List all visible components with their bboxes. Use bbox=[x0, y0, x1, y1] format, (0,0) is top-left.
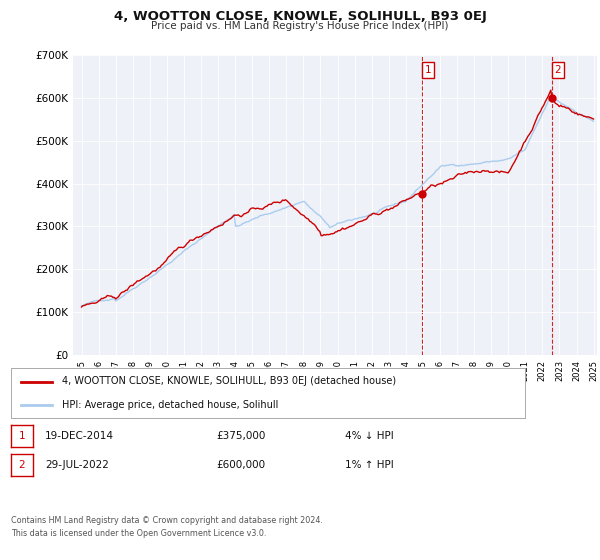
Text: HPI: Average price, detached house, Solihull: HPI: Average price, detached house, Soli… bbox=[62, 399, 279, 409]
Text: This data is licensed under the Open Government Licence v3.0.: This data is licensed under the Open Gov… bbox=[11, 529, 266, 538]
Text: 19-DEC-2014: 19-DEC-2014 bbox=[45, 431, 114, 441]
Text: £600,000: £600,000 bbox=[216, 460, 265, 470]
Text: 4% ↓ HPI: 4% ↓ HPI bbox=[345, 431, 394, 441]
Text: 4, WOOTTON CLOSE, KNOWLE, SOLIHULL, B93 0EJ: 4, WOOTTON CLOSE, KNOWLE, SOLIHULL, B93 … bbox=[113, 10, 487, 23]
Text: 4, WOOTTON CLOSE, KNOWLE, SOLIHULL, B93 0EJ (detached house): 4, WOOTTON CLOSE, KNOWLE, SOLIHULL, B93 … bbox=[62, 376, 397, 386]
Text: 1: 1 bbox=[424, 65, 431, 75]
Text: £375,000: £375,000 bbox=[216, 431, 265, 441]
Text: Price paid vs. HM Land Registry's House Price Index (HPI): Price paid vs. HM Land Registry's House … bbox=[151, 21, 449, 31]
Text: 2: 2 bbox=[19, 460, 25, 470]
Text: 29-JUL-2022: 29-JUL-2022 bbox=[45, 460, 109, 470]
Text: 2: 2 bbox=[554, 65, 561, 75]
Text: Contains HM Land Registry data © Crown copyright and database right 2024.: Contains HM Land Registry data © Crown c… bbox=[11, 516, 323, 525]
Text: 1% ↑ HPI: 1% ↑ HPI bbox=[345, 460, 394, 470]
Text: 1: 1 bbox=[19, 431, 25, 441]
